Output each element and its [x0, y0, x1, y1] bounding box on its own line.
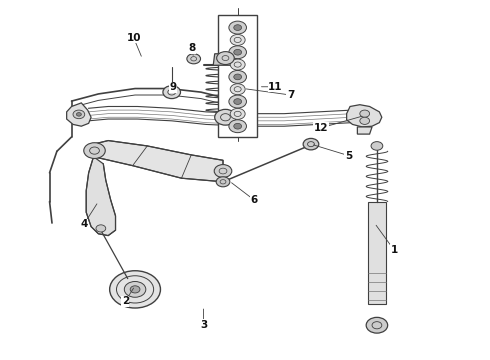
Text: 8: 8	[188, 43, 196, 53]
Polygon shape	[94, 140, 223, 182]
Bar	[218, 15, 257, 137]
Circle shape	[230, 59, 245, 70]
Circle shape	[229, 95, 246, 108]
Circle shape	[303, 138, 319, 150]
Polygon shape	[357, 127, 372, 134]
Text: 9: 9	[169, 82, 176, 93]
Circle shape	[229, 71, 246, 84]
Circle shape	[360, 117, 369, 125]
Circle shape	[124, 282, 146, 297]
Text: 10: 10	[126, 33, 141, 42]
Polygon shape	[67, 103, 91, 126]
Circle shape	[230, 84, 245, 95]
Circle shape	[214, 165, 232, 177]
Circle shape	[130, 286, 140, 293]
Text: 6: 6	[250, 195, 257, 205]
Circle shape	[217, 51, 234, 64]
Text: 1: 1	[391, 245, 398, 255]
Circle shape	[234, 49, 242, 55]
Text: 3: 3	[200, 320, 207, 330]
Circle shape	[84, 143, 105, 158]
Circle shape	[230, 108, 245, 120]
Circle shape	[216, 177, 230, 187]
Circle shape	[234, 123, 242, 129]
Circle shape	[230, 35, 245, 45]
Text: 7: 7	[287, 90, 294, 100]
Text: 11: 11	[268, 82, 283, 92]
Bar	[368, 202, 386, 304]
Circle shape	[234, 74, 242, 80]
Circle shape	[110, 271, 160, 308]
Polygon shape	[86, 157, 116, 235]
Circle shape	[73, 110, 85, 119]
Polygon shape	[346, 105, 382, 127]
Text: 2: 2	[122, 296, 129, 306]
Circle shape	[234, 99, 242, 104]
Circle shape	[229, 21, 246, 34]
Circle shape	[229, 120, 246, 133]
Circle shape	[163, 86, 180, 99]
Circle shape	[366, 318, 388, 333]
Circle shape	[360, 110, 369, 117]
Circle shape	[96, 225, 106, 232]
Circle shape	[371, 141, 383, 150]
Circle shape	[229, 46, 246, 59]
Polygon shape	[213, 54, 238, 65]
Text: 5: 5	[345, 150, 352, 161]
Circle shape	[215, 109, 236, 125]
Circle shape	[76, 113, 81, 116]
Text: 12: 12	[314, 123, 328, 133]
Circle shape	[234, 25, 242, 31]
Circle shape	[187, 54, 200, 64]
Text: 4: 4	[80, 220, 87, 229]
